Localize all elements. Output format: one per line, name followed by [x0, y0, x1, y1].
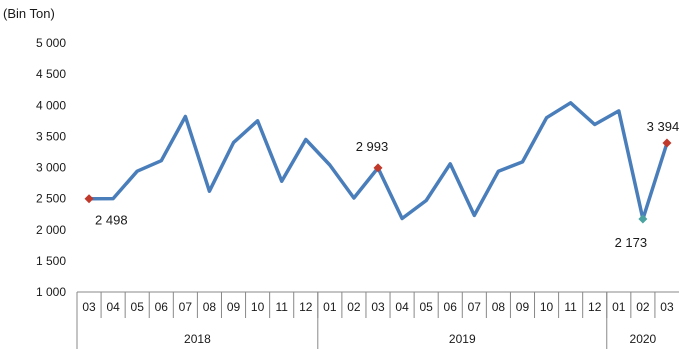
y-tick-label: 3 000 — [36, 161, 66, 175]
data-point-marker — [638, 214, 648, 224]
x-tick-label: 11 — [275, 300, 288, 314]
data-point-marker — [662, 138, 672, 148]
x-tick-label: 03 — [660, 300, 674, 314]
data-label: 2 498 — [95, 213, 128, 228]
x-tick-label: 01 — [323, 300, 337, 314]
x-tick-label: 07 — [179, 300, 193, 314]
x-tick-label: 02 — [636, 300, 650, 314]
series-line — [87, 101, 669, 221]
x-axis: 03 04 05 06 07 08 09 10 11 12 01 02 03 04 05 06 07 08 09 10… — [76, 291, 679, 349]
x-tick-label: 09 — [516, 300, 530, 314]
year-label: 2018 — [184, 332, 211, 346]
x-tick-label: 01 — [612, 300, 626, 314]
x-tick-label: 11 — [564, 300, 577, 314]
x-tick-label: 07 — [468, 300, 482, 314]
x-tick-label: 02 — [347, 300, 361, 314]
y-tick-label: 2 000 — [36, 223, 66, 237]
y-axis-ticks: 1 000 1 500 2 000 2 500 3 000 3 500 4 000 4 500… — [36, 36, 66, 299]
y-tick-label: 5 000 — [36, 36, 66, 50]
unit-label: (Bin Ton) — [3, 6, 55, 21]
data-label: 3 394 — [647, 119, 679, 134]
y-tick-label: 2 500 — [36, 192, 66, 206]
y-tick-label: 1 500 — [36, 254, 66, 268]
x-tick-label: 08 — [492, 300, 506, 314]
y-tick-label: 3 500 — [36, 129, 66, 143]
y-tick-label: 4 500 — [36, 67, 66, 81]
x-tick-label: 10 — [251, 300, 265, 314]
data-point-marker — [373, 163, 383, 173]
year-label: 2019 — [449, 332, 476, 346]
x-tick-label: 08 — [203, 300, 217, 314]
x-tick-label: 04 — [106, 300, 120, 314]
x-tick-label: 05 — [131, 300, 145, 314]
y-tick-label: 4 000 — [36, 98, 66, 112]
series-group — [87, 101, 669, 221]
year-label: 2020 — [630, 332, 657, 346]
data-label: 2 993 — [356, 139, 389, 154]
y-tick-label: 1 000 — [36, 285, 66, 299]
data-label: 2 173 — [615, 235, 648, 250]
x-tick-label: 06 — [155, 300, 169, 314]
x-tick-label: 09 — [227, 300, 241, 314]
x-tick-label: 12 — [299, 300, 313, 314]
x-tick-label: 03 — [82, 300, 96, 314]
x-tick-label: 12 — [588, 300, 602, 314]
data-labels: 2 498 2 993 2 173 3 394 — [84, 119, 679, 250]
x-tick-label: 04 — [395, 300, 409, 314]
x-tick-label: 06 — [444, 300, 458, 314]
data-point-marker — [84, 194, 94, 204]
x-tick-label: 05 — [419, 300, 433, 314]
x-tick-label: 10 — [540, 300, 554, 314]
x-tick-label: 03 — [371, 300, 385, 314]
